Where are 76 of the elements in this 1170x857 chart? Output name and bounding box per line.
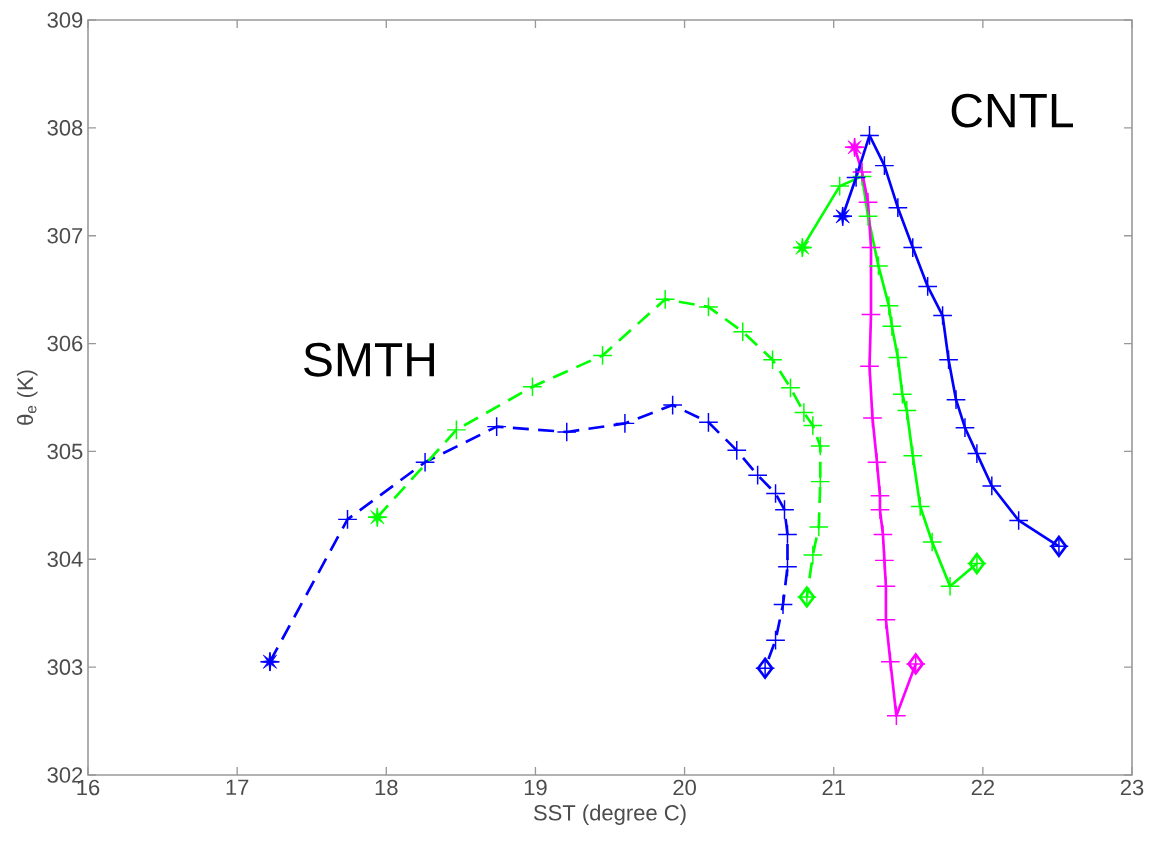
- point: [922, 531, 943, 553]
- x-tick-label: 19: [524, 779, 547, 796]
- point: [878, 295, 899, 316]
- point: [793, 402, 814, 423]
- x-tick-label: 22: [971, 779, 994, 796]
- point: [945, 389, 967, 410]
- point: [777, 524, 798, 545]
- point: [747, 465, 768, 486]
- point: [698, 412, 719, 433]
- x-axis-title: SST (degree C): [533, 804, 686, 825]
- point: [802, 544, 823, 566]
- point: [1008, 510, 1029, 531]
- point: [868, 255, 889, 276]
- point: [414, 452, 436, 473]
- point: [966, 443, 987, 464]
- point: [780, 377, 801, 398]
- point: [857, 192, 879, 213]
- point: [446, 419, 467, 440]
- point: [892, 384, 913, 405]
- point: [846, 167, 867, 188]
- point: [917, 276, 938, 297]
- point: [777, 556, 798, 577]
- point: [762, 349, 783, 370]
- point: [337, 509, 358, 530]
- point: [887, 197, 908, 218]
- point: [726, 440, 747, 461]
- point: [896, 400, 917, 421]
- annotation: SMTH: [304, 342, 434, 377]
- x-tick-label: 21: [822, 779, 845, 796]
- point: [774, 499, 795, 520]
- y-axis-title: θ$_{e}$ (K): [16, 370, 38, 425]
- point: [655, 289, 676, 310]
- point: [932, 305, 953, 326]
- point: [765, 483, 786, 504]
- point: [880, 651, 901, 672]
- point: [886, 705, 907, 726]
- point: [732, 321, 753, 342]
- y-tick-label: 307: [47, 227, 83, 244]
- y-tick-label: 304: [47, 551, 83, 568]
- point: [862, 407, 883, 429]
- point: [772, 594, 794, 615]
- point: [592, 345, 613, 366]
- point: [614, 413, 635, 434]
- point: [802, 415, 823, 436]
- point: [486, 416, 507, 437]
- point: [881, 316, 902, 337]
- point: [902, 237, 923, 258]
- point: [954, 417, 976, 438]
- point: [556, 421, 577, 443]
- point: [698, 296, 719, 317]
- y-tick-label: 305: [47, 443, 83, 460]
- x-tick-label: 17: [226, 779, 249, 795]
- point: [939, 576, 961, 597]
- point: [859, 125, 880, 146]
- point: [866, 452, 888, 473]
- point: [910, 496, 931, 517]
- y-tick-label: 308: [47, 120, 83, 136]
- y-tick-label: 309: [47, 12, 83, 28]
- point: [810, 435, 831, 457]
- y-tick-label: 306: [47, 335, 83, 352]
- point: [887, 347, 908, 368]
- point: [874, 550, 895, 571]
- x-tick-label: 18: [375, 779, 398, 796]
- x-tick-label: 23: [1120, 779, 1144, 796]
- point: [522, 376, 543, 397]
- point: [874, 155, 895, 176]
- point: [859, 356, 880, 377]
- point: [829, 176, 850, 197]
- point: [938, 349, 959, 370]
- point: [662, 394, 683, 416]
- point: [981, 475, 1002, 497]
- point: [765, 630, 786, 651]
- y-tick-label: 303: [47, 659, 83, 675]
- annotation: CNTL: [951, 93, 1073, 128]
- point: [872, 524, 894, 545]
- x-tick-label: 20: [673, 779, 696, 796]
